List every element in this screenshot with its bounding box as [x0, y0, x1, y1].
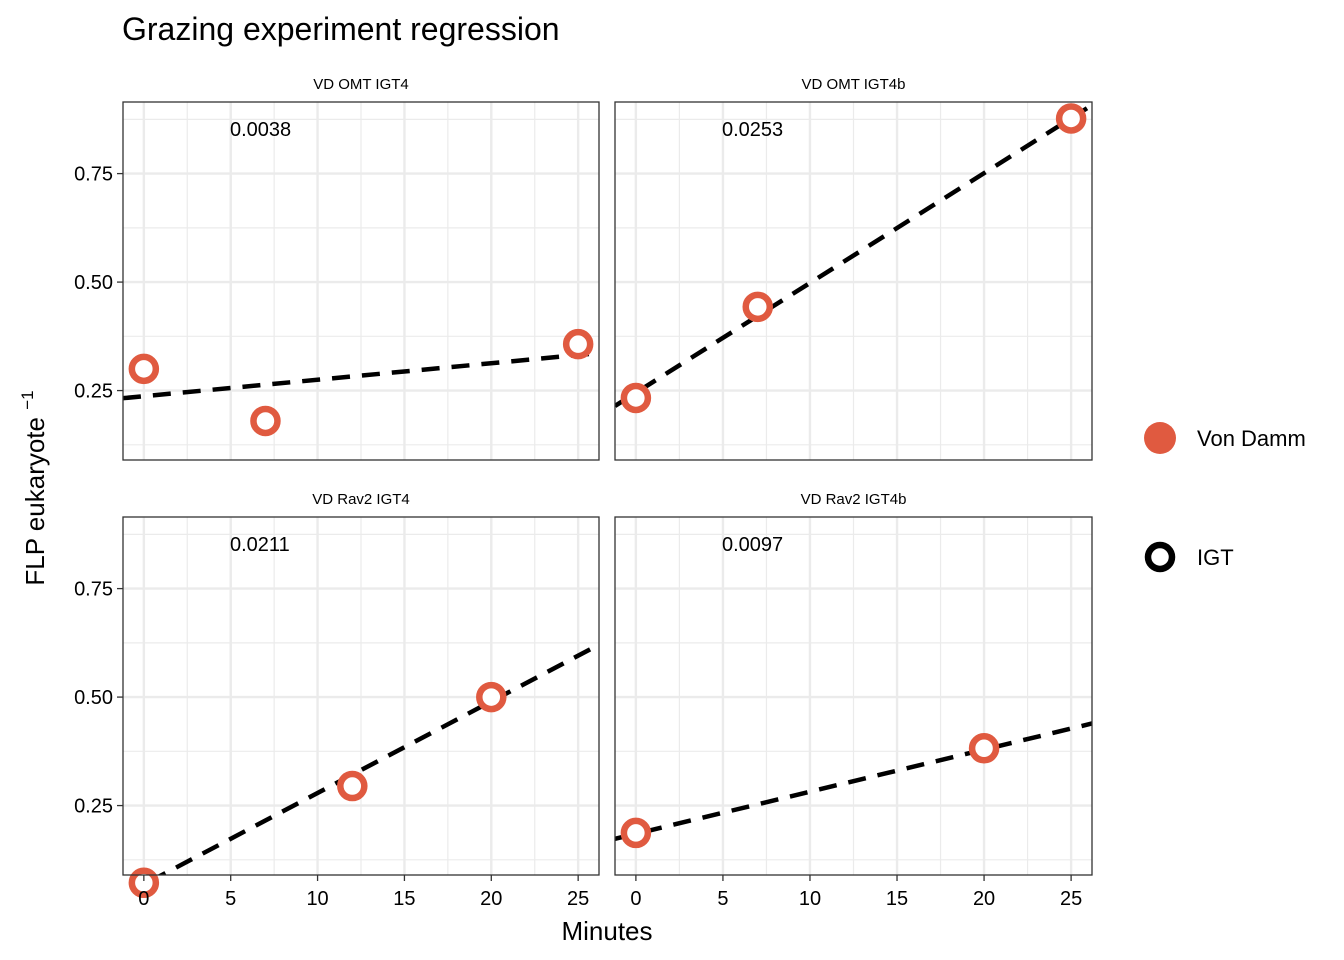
- y-axis-label: FLP eukaryote −1: [18, 390, 50, 585]
- slope-label: 0.0253: [722, 119, 783, 141]
- panel-border: [614, 516, 1093, 876]
- data-point: [968, 733, 1000, 764]
- facet-panel: VD Rav2 IGT4 0.0211 0 5 10 15 20 25 0.25 0.50 0.75: [74, 491, 600, 910]
- x-tick-label: 0: [630, 888, 641, 910]
- data-point: [742, 291, 774, 323]
- data-point: [562, 328, 594, 360]
- panel-border: [122, 101, 600, 461]
- facet-title: VD OMT IGT4: [313, 76, 409, 93]
- legend-key-open-circle: [1144, 541, 1176, 573]
- panel-border: [614, 101, 1093, 461]
- grid-lines: [123, 517, 599, 875]
- facet-title: VD Rav2 IGT4: [312, 491, 410, 508]
- x-axis-label: Minutes: [561, 916, 652, 946]
- y-axis-label-main: FLP eukaryote: [20, 417, 50, 586]
- regression-line: [123, 350, 599, 401]
- data-point: [128, 867, 160, 899]
- data-point: [476, 681, 507, 713]
- y-tick-label: 0.75: [74, 579, 113, 601]
- facet-title: VD Rav2 IGT4b: [801, 491, 907, 508]
- y-tick-label: 0.25: [74, 796, 113, 818]
- legend-key-filled-circle: [1144, 422, 1176, 454]
- facet-title: VD OMT IGT4b: [802, 76, 906, 93]
- grid-lines: [123, 102, 599, 460]
- slope-label: 0.0097: [722, 534, 783, 556]
- data-point: [250, 405, 281, 437]
- x-tick-label: 25: [1060, 888, 1082, 910]
- x-tick-label: 20: [973, 888, 995, 910]
- legend-label: IGT: [1197, 545, 1234, 570]
- chart-title: Grazing experiment regression: [122, 11, 560, 47]
- legend-label: Von Damm: [1197, 426, 1306, 451]
- x-tick-label: 20: [480, 888, 502, 910]
- data-point: [128, 353, 160, 385]
- x-tick-label: 10: [306, 888, 328, 910]
- regression-line: [615, 721, 1092, 842]
- facet-panel: VD Rav2 IGT4b 0.0097 0 5 10 15 20 25: [614, 491, 1093, 910]
- y-axis-label-superscript: −1: [18, 390, 37, 409]
- y-tick-label: 0.25: [74, 381, 113, 403]
- y-tick-label: 0.50: [74, 687, 113, 709]
- facet-panel: VD OMT IGT4 0.0038 0.25 0.50 0.75: [74, 76, 600, 461]
- y-tick-label: 0.75: [74, 164, 113, 186]
- x-tick-label: 10: [799, 888, 821, 910]
- data-point: [337, 770, 368, 802]
- data-point: [1055, 103, 1087, 134]
- grid-lines: [615, 102, 1092, 460]
- x-tick-label: 15: [886, 888, 908, 910]
- y-tick-label: 0.50: [74, 272, 113, 294]
- grid-lines: [615, 517, 1092, 875]
- legend-item: Von Damm: [1144, 422, 1306, 454]
- slope-label: 0.0038: [230, 119, 291, 141]
- slope-label: 0.0211: [230, 534, 290, 556]
- x-tick-label: 5: [225, 888, 236, 910]
- data-point: [620, 382, 652, 414]
- x-tick-label: 0: [138, 888, 149, 910]
- x-tick-label: 25: [567, 888, 589, 910]
- legend: Von Damm IGT: [1144, 422, 1306, 573]
- legend-item: IGT: [1144, 541, 1234, 573]
- facet-panel: VD OMT IGT4b 0.0253: [614, 76, 1093, 461]
- regression-line: [615, 103, 1092, 408]
- x-tick-label: 15: [393, 888, 415, 910]
- panel-border: [122, 516, 600, 876]
- x-tick-label: 5: [717, 888, 728, 910]
- data-point: [620, 817, 652, 849]
